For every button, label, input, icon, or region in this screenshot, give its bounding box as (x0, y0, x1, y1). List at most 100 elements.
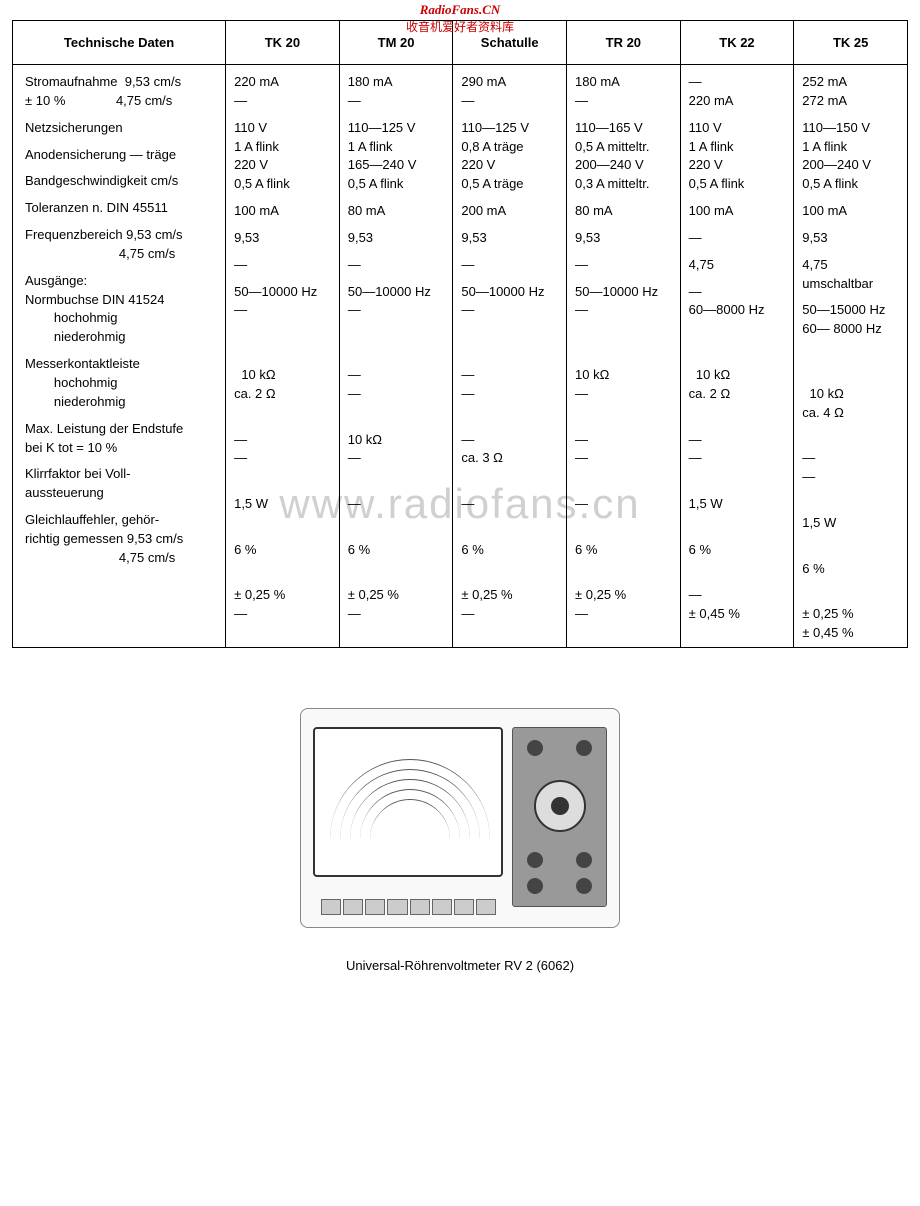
cell-line: — (348, 495, 447, 514)
cell-line (575, 347, 674, 366)
cell-line: 50—10000 Hz (234, 283, 333, 302)
cell-line: — (234, 92, 333, 111)
row-label-line: Frequenzbereich 9,53 cm/s (25, 226, 219, 245)
cell-line: ± 0,25 % (575, 586, 674, 605)
cell-line: 200—240 V (802, 156, 901, 175)
cell-line: 10 kΩ (689, 366, 788, 385)
cell-line: — (461, 605, 560, 624)
cell-line: 50—10000 Hz (461, 283, 560, 302)
cell-line: — (575, 301, 674, 320)
cell-line: — (348, 385, 447, 404)
cell-line (234, 568, 333, 587)
cell-line: ± 0,25 % (802, 605, 901, 624)
cell-line: 180 mA (575, 73, 674, 92)
watermark-brand: RadioFans.CN (406, 2, 514, 18)
cell-line: 6 % (461, 541, 560, 560)
cell-line (802, 366, 901, 385)
cell-line: 110—150 V (802, 119, 901, 138)
cell-line: 9,53 (575, 229, 674, 248)
cell-line (461, 568, 560, 587)
cell-line: — (461, 301, 560, 320)
data-column: 180 mA—110—125 V1 A flink165—240 V0,5 A … (339, 65, 453, 648)
cell-line (802, 495, 901, 514)
row-label-line: hochohmig (25, 309, 219, 328)
cell-line: 80 mA (348, 202, 447, 221)
cell-line (689, 568, 788, 587)
cell-line: — (234, 449, 333, 468)
row-label-line: Ausgänge: (25, 272, 219, 291)
cell-line: — (348, 92, 447, 111)
cell-line: 0,5 A flink (689, 175, 788, 194)
cell-line: — (234, 605, 333, 624)
cell-line: 220 V (689, 156, 788, 175)
cell-line (575, 522, 674, 541)
cell-line: — (461, 431, 560, 450)
cell-line: 50—10000 Hz (348, 283, 447, 302)
row-label-line: hochohmig (25, 374, 219, 393)
cell-line: 6 % (689, 541, 788, 560)
data-column: 252 mA272 mA110—150 V1 A flink200—240 V0… (794, 65, 908, 648)
cell-line: 1 A flink (234, 138, 333, 157)
cell-line: 110—125 V (348, 119, 447, 138)
header-col-3: TR 20 (567, 21, 681, 65)
header-col-5: TK 25 (794, 21, 908, 65)
cell-line: 0,5 A mitteltr. (575, 138, 674, 157)
row-label-line: richtig gemessen 9,53 cm/s (25, 530, 219, 549)
cell-line (348, 568, 447, 587)
knob-icon (527, 878, 543, 894)
cell-line: 100 mA (234, 202, 333, 221)
cell-line (348, 328, 447, 347)
cell-line: — (348, 301, 447, 320)
cell-line: 6 % (802, 560, 901, 579)
cell-line: 220 V (234, 156, 333, 175)
cell-line: 220 mA (234, 73, 333, 92)
cell-line (802, 347, 901, 366)
device-caption: Universal-Röhrenvoltmeter RV 2 (6062) (12, 958, 908, 973)
row-label-line: Max. Leistung der Endstufe (25, 420, 219, 439)
cell-line: 0,8 A träge (461, 138, 560, 157)
device-section: Universal-Röhrenvoltmeter RV 2 (6062) (12, 708, 908, 973)
cell-line: 200—240 V (575, 156, 674, 175)
cell-line: 10 kΩ (234, 366, 333, 385)
cell-line: — (348, 366, 447, 385)
cell-line: — (575, 256, 674, 275)
cell-line: — (234, 256, 333, 275)
cell-line: 0,3 A mitteltr. (575, 175, 674, 194)
cell-line (802, 541, 901, 560)
cell-line: — (575, 605, 674, 624)
knob-icon (576, 878, 592, 894)
cell-line: 100 mA (689, 202, 788, 221)
knob-icon (576, 852, 592, 868)
row-label-line: aussteuerung (25, 484, 219, 503)
cell-line: — (802, 449, 901, 468)
cell-line: — (689, 431, 788, 450)
cell-line: 1,5 W (689, 495, 788, 514)
cell-line: ca. 4 Ω (802, 404, 901, 423)
row-label-line: bei K tot = 10 % (25, 439, 219, 458)
cell-line: ca. 2 Ω (689, 385, 788, 404)
row-label-line: niederohmig (25, 328, 219, 347)
cell-line: 110—165 V (575, 119, 674, 138)
cell-line (802, 431, 901, 450)
cell-line: 0,5 A flink (348, 175, 447, 194)
meter-display (313, 727, 503, 877)
header-col-4: TK 22 (680, 21, 794, 65)
cell-line: — (802, 468, 901, 487)
button-row (321, 899, 496, 915)
row-label-line: Messerkontaktleiste (25, 355, 219, 374)
cell-line (575, 412, 674, 431)
cell-line: ± 0,45 % (689, 605, 788, 624)
cell-line: — (461, 366, 560, 385)
row-label-line: Klirrfaktor bei Voll- (25, 465, 219, 484)
cell-line (348, 347, 447, 366)
cell-line: — (689, 229, 788, 248)
cell-line: ca. 3 Ω (461, 449, 560, 468)
cell-line: 0,5 A flink (802, 175, 901, 194)
row-label-line: Normbuchse DIN 41524 (25, 291, 219, 310)
data-column: —220 mA110 V1 A flink220 V0,5 A flink100… (680, 65, 794, 648)
header-col-0: TK 20 (226, 21, 340, 65)
cell-line: ± 0,45 % (802, 624, 901, 643)
row-label-line: ± 10 % 4,75 cm/s (25, 92, 219, 111)
cell-line (689, 328, 788, 347)
cell-line (461, 476, 560, 495)
